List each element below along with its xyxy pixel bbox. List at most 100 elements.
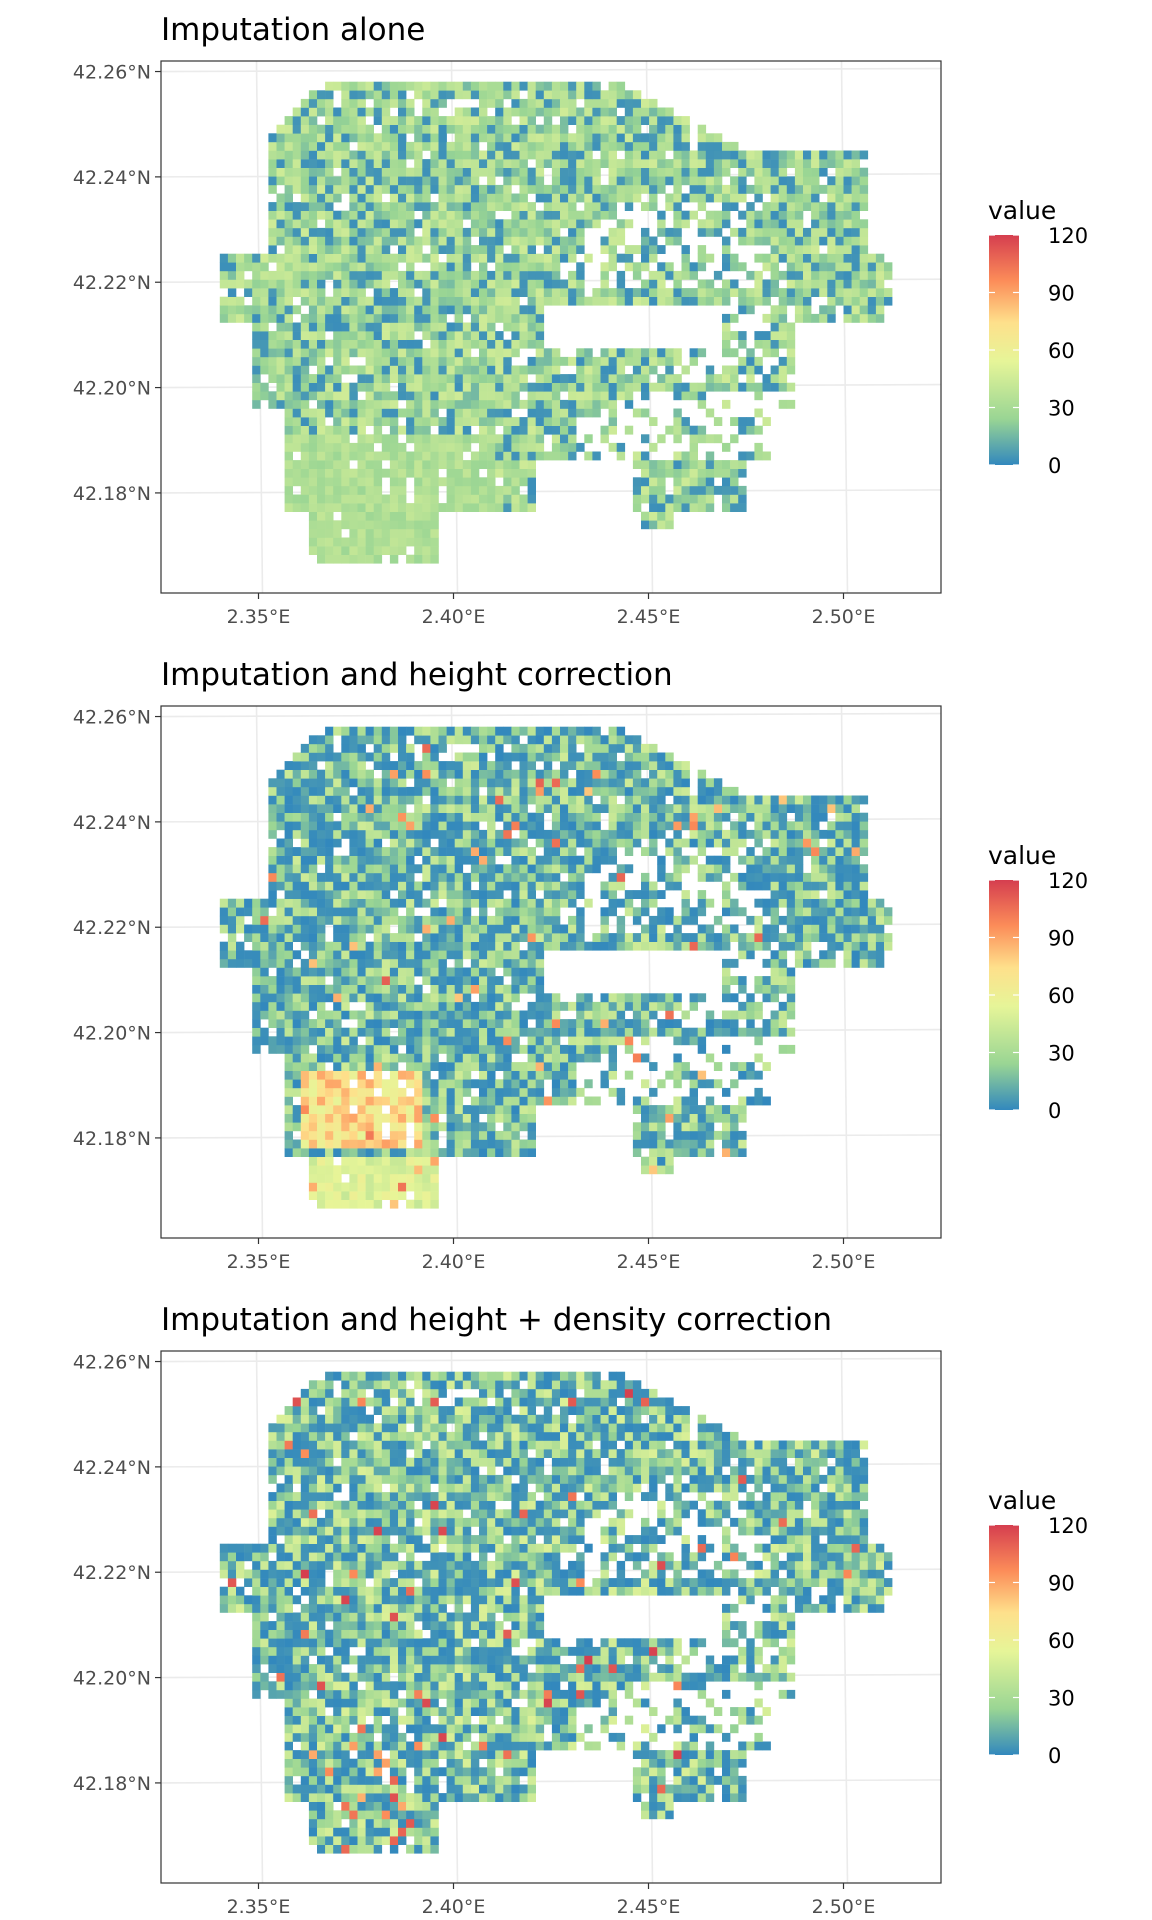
heatmap-cell bbox=[608, 881, 617, 891]
heatmap-cell bbox=[470, 141, 480, 151]
heatmap-cell bbox=[365, 1062, 374, 1071]
heatmap-cell bbox=[333, 270, 342, 280]
heatmap-cell bbox=[438, 503, 447, 512]
heatmap-cell bbox=[227, 958, 237, 968]
heatmap-cell bbox=[454, 924, 464, 934]
heatmap-cell bbox=[454, 460, 464, 469]
heatmap-cell bbox=[503, 81, 512, 91]
heatmap-cell bbox=[600, 915, 609, 925]
heatmap-cell bbox=[284, 417, 293, 426]
heatmap-cell bbox=[657, 1148, 666, 1157]
heatmap-cell bbox=[462, 460, 472, 469]
heatmap-cell bbox=[568, 1062, 577, 1071]
heatmap-cell bbox=[762, 219, 771, 229]
heatmap-cell bbox=[511, 460, 520, 469]
heatmap-cell bbox=[568, 1079, 577, 1089]
heatmap-cell bbox=[276, 159, 285, 168]
heatmap-cell bbox=[365, 1130, 374, 1140]
heatmap-cell bbox=[349, 872, 358, 882]
heatmap-cell bbox=[373, 1182, 383, 1192]
heatmap-cell bbox=[333, 950, 342, 960]
heatmap-cell bbox=[551, 124, 561, 134]
heatmap-cell bbox=[414, 124, 423, 134]
heatmap-cell bbox=[487, 382, 496, 392]
heatmap-cell bbox=[479, 184, 488, 194]
heatmap-cell bbox=[317, 408, 326, 418]
heatmap-cell bbox=[406, 81, 415, 91]
heatmap-cell bbox=[551, 924, 561, 934]
heatmap-cell bbox=[373, 511, 383, 521]
heatmap-cell bbox=[479, 270, 488, 280]
heatmap-cell bbox=[762, 855, 771, 865]
heatmap-cell bbox=[584, 141, 593, 151]
heatmap-cell bbox=[398, 468, 407, 478]
heatmap-cell bbox=[422, 976, 431, 985]
heatmap-cell bbox=[641, 434, 650, 444]
heatmap-cell bbox=[722, 890, 731, 899]
heatmap-cell bbox=[300, 451, 310, 461]
heatmap-cell bbox=[430, 167, 439, 177]
heatmap-cell bbox=[349, 296, 358, 306]
heatmap-cell bbox=[560, 288, 569, 297]
heatmap-cell bbox=[503, 279, 512, 289]
heatmap-cell bbox=[373, 1105, 383, 1114]
heatmap-cell bbox=[406, 829, 415, 839]
heatmap-cell bbox=[422, 253, 431, 263]
heatmap-cell bbox=[333, 520, 342, 530]
heatmap-cell bbox=[495, 296, 504, 306]
heatmap-cell bbox=[527, 331, 536, 340]
heatmap-cell bbox=[495, 227, 504, 237]
heatmap-cell bbox=[438, 847, 447, 856]
heatmap-cell bbox=[381, 236, 391, 246]
heatmap-cell bbox=[487, 976, 496, 985]
heatmap-cell bbox=[308, 1191, 318, 1200]
heatmap-cell bbox=[786, 331, 796, 340]
heatmap-cell bbox=[641, 890, 650, 899]
heatmap-cell bbox=[454, 950, 464, 960]
heatmap-cell bbox=[624, 141, 634, 151]
heatmap-cell bbox=[308, 1173, 318, 1183]
heatmap-cell bbox=[770, 872, 779, 882]
heatmap-cell bbox=[284, 1087, 293, 1097]
heatmap-cell bbox=[543, 219, 553, 229]
heatmap-cell bbox=[681, 262, 690, 272]
heatmap-cell bbox=[859, 864, 869, 874]
heatmap-cell bbox=[284, 838, 293, 848]
heatmap-cell bbox=[762, 864, 771, 874]
heatmap-cell bbox=[827, 176, 836, 186]
heatmap-cell bbox=[422, 933, 431, 942]
heatmap-cell bbox=[519, 881, 528, 891]
heatmap-cell bbox=[673, 227, 682, 237]
heatmap-cell bbox=[454, 1105, 464, 1114]
heatmap-cell bbox=[576, 374, 585, 383]
heatmap-cell bbox=[511, 159, 520, 168]
heatmap-cell bbox=[730, 1113, 739, 1123]
heatmap-cell bbox=[551, 296, 561, 306]
heatmap-cell bbox=[535, 408, 545, 418]
heatmap-cell bbox=[503, 967, 512, 977]
heatmap-cell bbox=[284, 1044, 293, 1054]
heatmap-cell bbox=[697, 159, 707, 168]
heatmap-cell bbox=[349, 1130, 358, 1140]
heatmap-cell bbox=[495, 184, 504, 194]
heatmap-cell bbox=[317, 339, 326, 349]
heatmap-cell bbox=[632, 503, 642, 512]
heatmap-cell bbox=[681, 485, 690, 495]
heatmap-cell bbox=[543, 391, 553, 401]
heatmap-cell bbox=[843, 202, 852, 211]
heatmap-cell bbox=[851, 219, 860, 229]
heatmap-cell bbox=[462, 503, 472, 512]
heatmap-cell bbox=[357, 124, 366, 134]
heatmap-cell bbox=[422, 958, 431, 968]
heatmap-cell bbox=[454, 288, 464, 297]
heatmap-cell bbox=[430, 313, 439, 323]
heatmap-cell bbox=[470, 958, 480, 968]
heatmap-cell bbox=[495, 141, 504, 151]
heatmap-cell bbox=[373, 1070, 383, 1080]
heatmap-cell bbox=[349, 167, 358, 177]
heatmap-cell bbox=[503, 133, 512, 143]
heatmap-cell bbox=[292, 1053, 302, 1063]
heatmap-cell bbox=[260, 924, 269, 934]
heatmap-cell bbox=[349, 399, 358, 409]
heatmap-cell bbox=[762, 339, 771, 349]
